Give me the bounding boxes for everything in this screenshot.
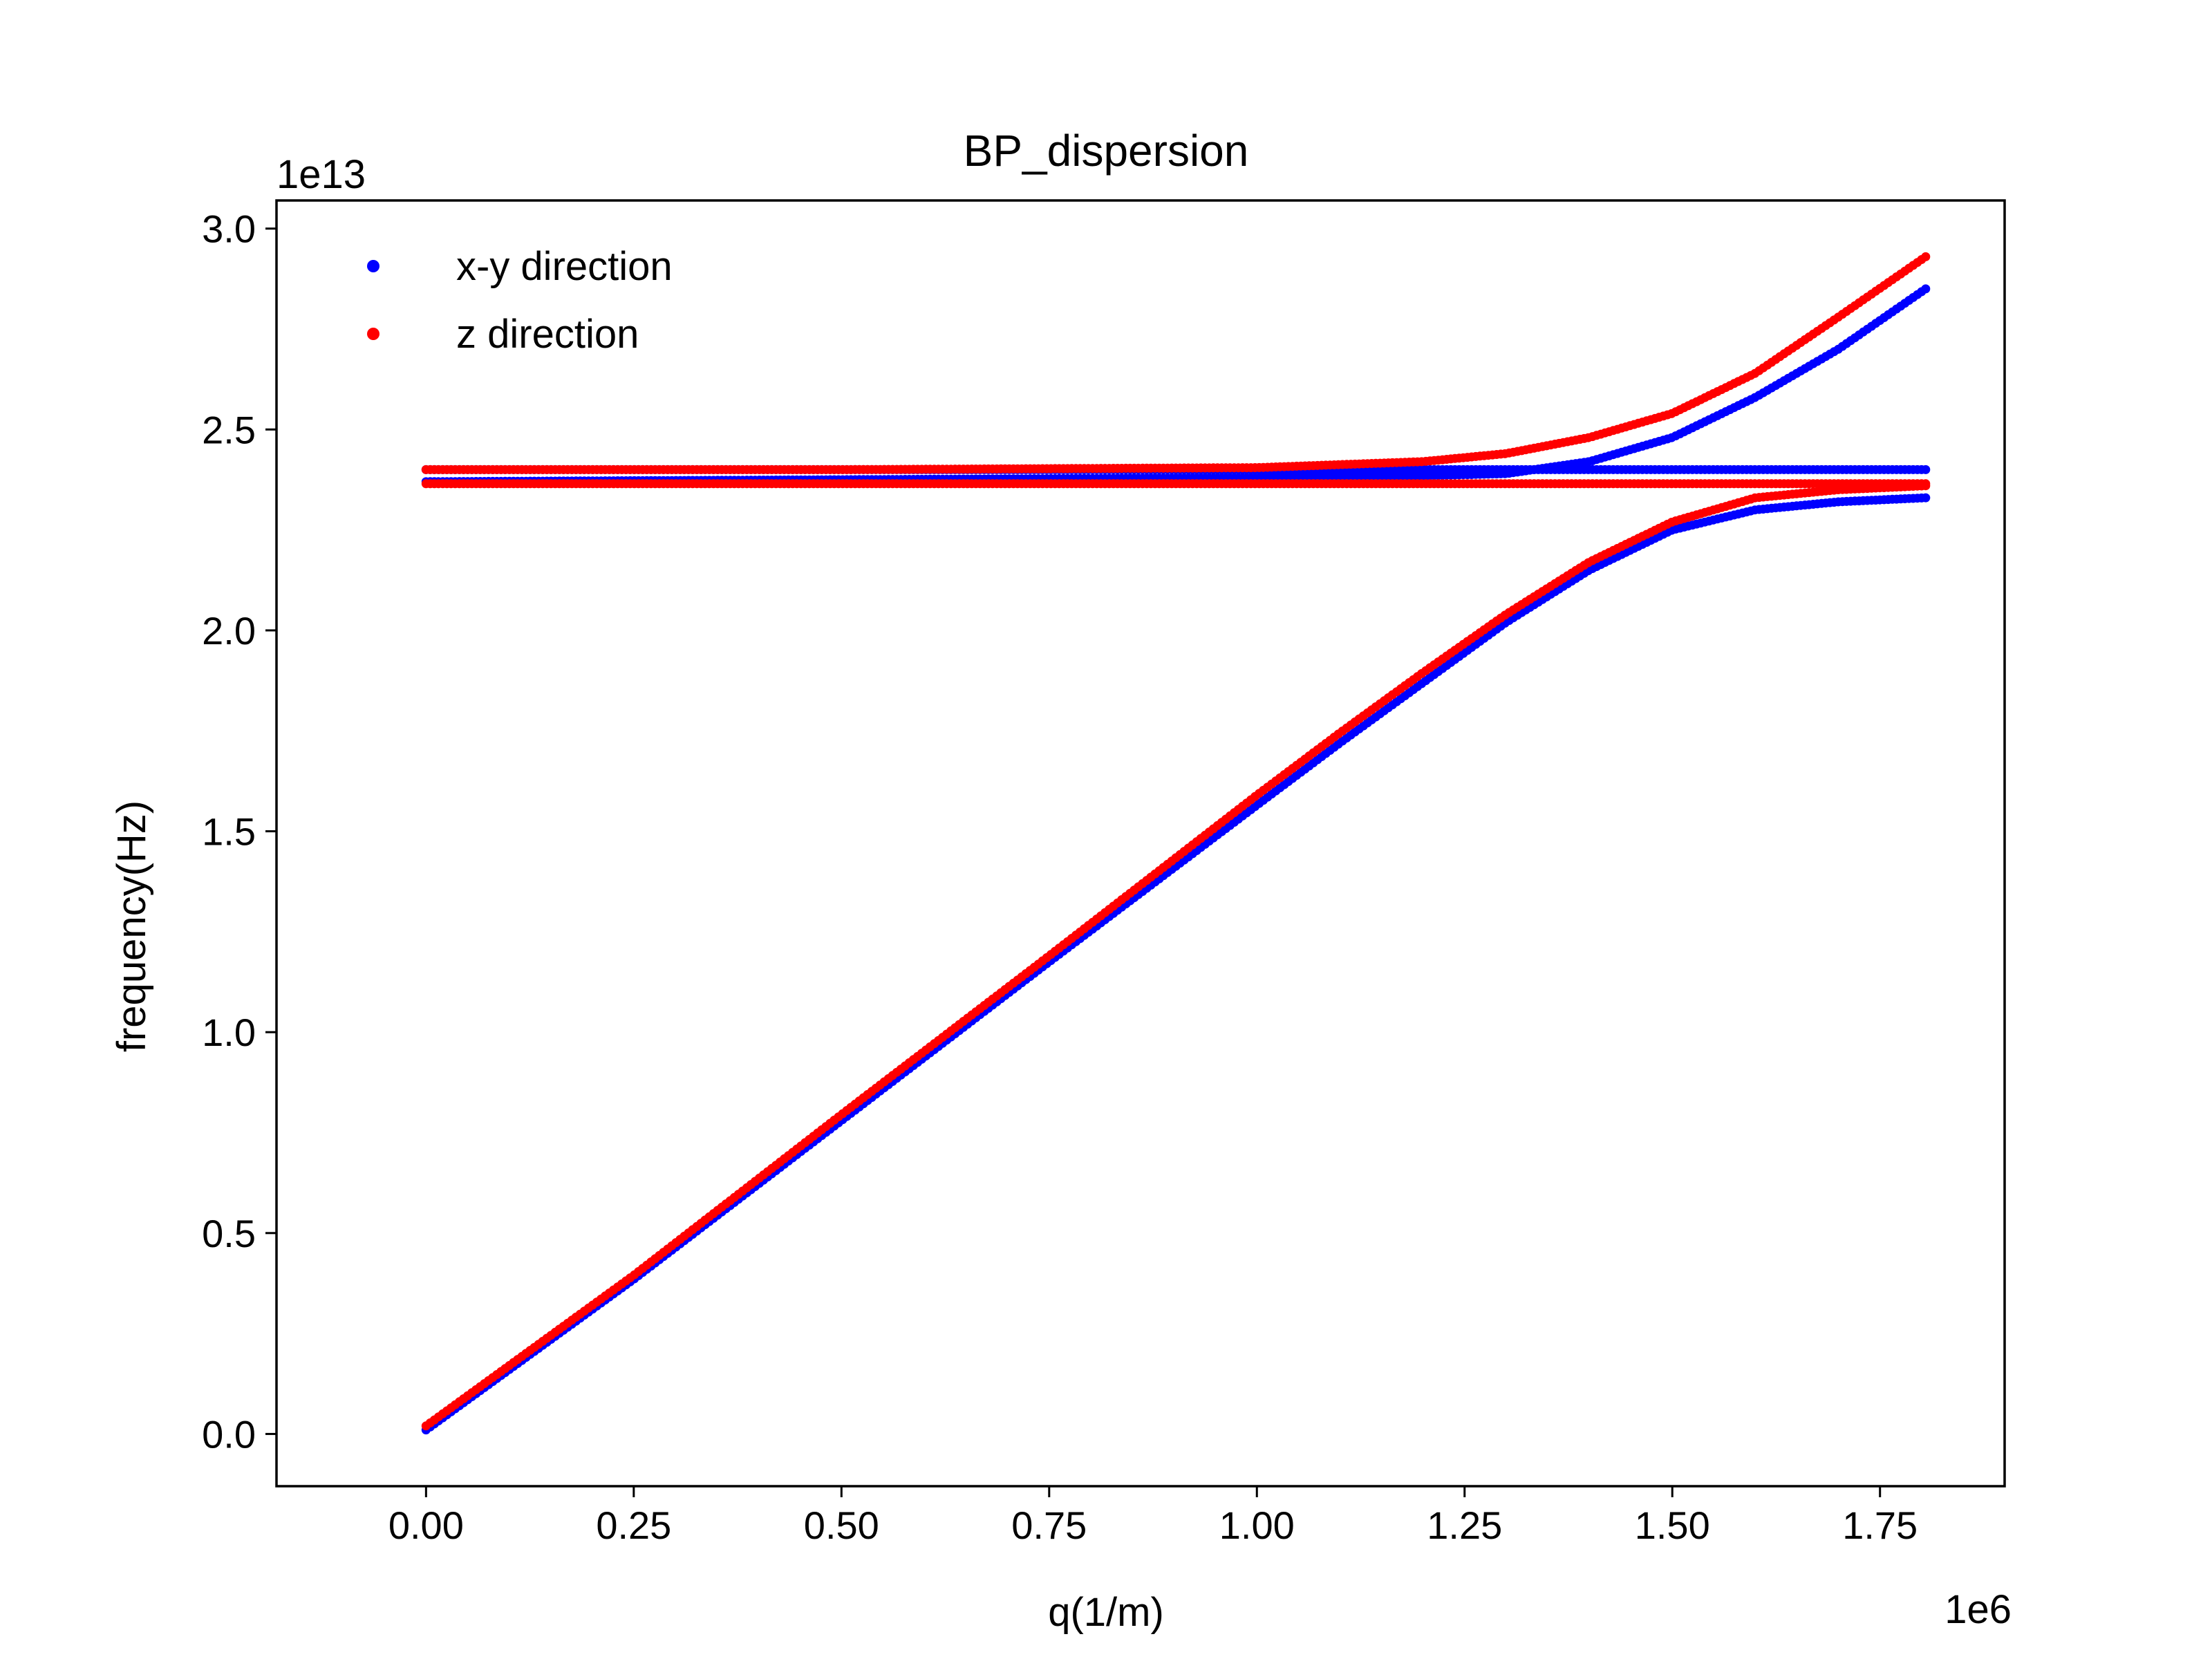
chart-title: BP_dispersion	[964, 126, 1249, 176]
x-tick-label: 0.00	[388, 1503, 464, 1547]
scatter-point	[1921, 479, 1931, 489]
y-tick-label: 2.0	[202, 609, 256, 653]
x-tick-label: 1.25	[1427, 1503, 1502, 1547]
y-tick-label: 1.5	[202, 810, 256, 854]
x-tick-label: 1.00	[1219, 1503, 1295, 1547]
series-z-direction	[421, 252, 1931, 1431]
scatter-point	[1921, 465, 1931, 474]
legend-marker	[367, 260, 379, 272]
y-tick-label: 0.5	[202, 1212, 256, 1255]
x-tick-label: 0.75	[1011, 1503, 1087, 1547]
legend-label: x-y direction	[456, 244, 673, 289]
x-axis-label: q(1/m)	[1048, 1590, 1164, 1635]
y-axis-ticks: 0.0 0.5 1.0 1.5 2.0 2.5 3.0	[202, 207, 276, 1456]
y-tick-label: 2.5	[202, 408, 256, 451]
x-tick-label: 1.75	[1842, 1503, 1918, 1547]
legend: x-y direction z direction	[367, 244, 673, 357]
y-tick-label: 1.0	[202, 1011, 256, 1054]
y-tick-label: 0.0	[202, 1412, 256, 1456]
y-axis-label: frequency(Hz)	[109, 800, 154, 1052]
plot-frame	[275, 199, 2006, 1488]
x-axis-multiplier: 1e6	[1944, 1587, 2012, 1632]
legend-label: z direction	[456, 312, 639, 357]
x-tick-label: 0.25	[596, 1503, 671, 1547]
x-tick-label: 0.50	[804, 1503, 879, 1547]
scatter-point	[1921, 493, 1931, 503]
legend-marker	[367, 328, 379, 340]
plot-area	[421, 252, 1931, 1435]
scatter-point	[1921, 252, 1931, 261]
x-axis-ticks: 0.00 0.25 0.50 0.75 1.00 1.25 1.50 1.75	[388, 1486, 1918, 1547]
x-tick-label: 1.50	[1635, 1503, 1710, 1547]
y-axis-multiplier: 1e13	[276, 152, 366, 197]
y-tick-label: 3.0	[202, 207, 256, 251]
scatter-point	[1921, 284, 1931, 294]
